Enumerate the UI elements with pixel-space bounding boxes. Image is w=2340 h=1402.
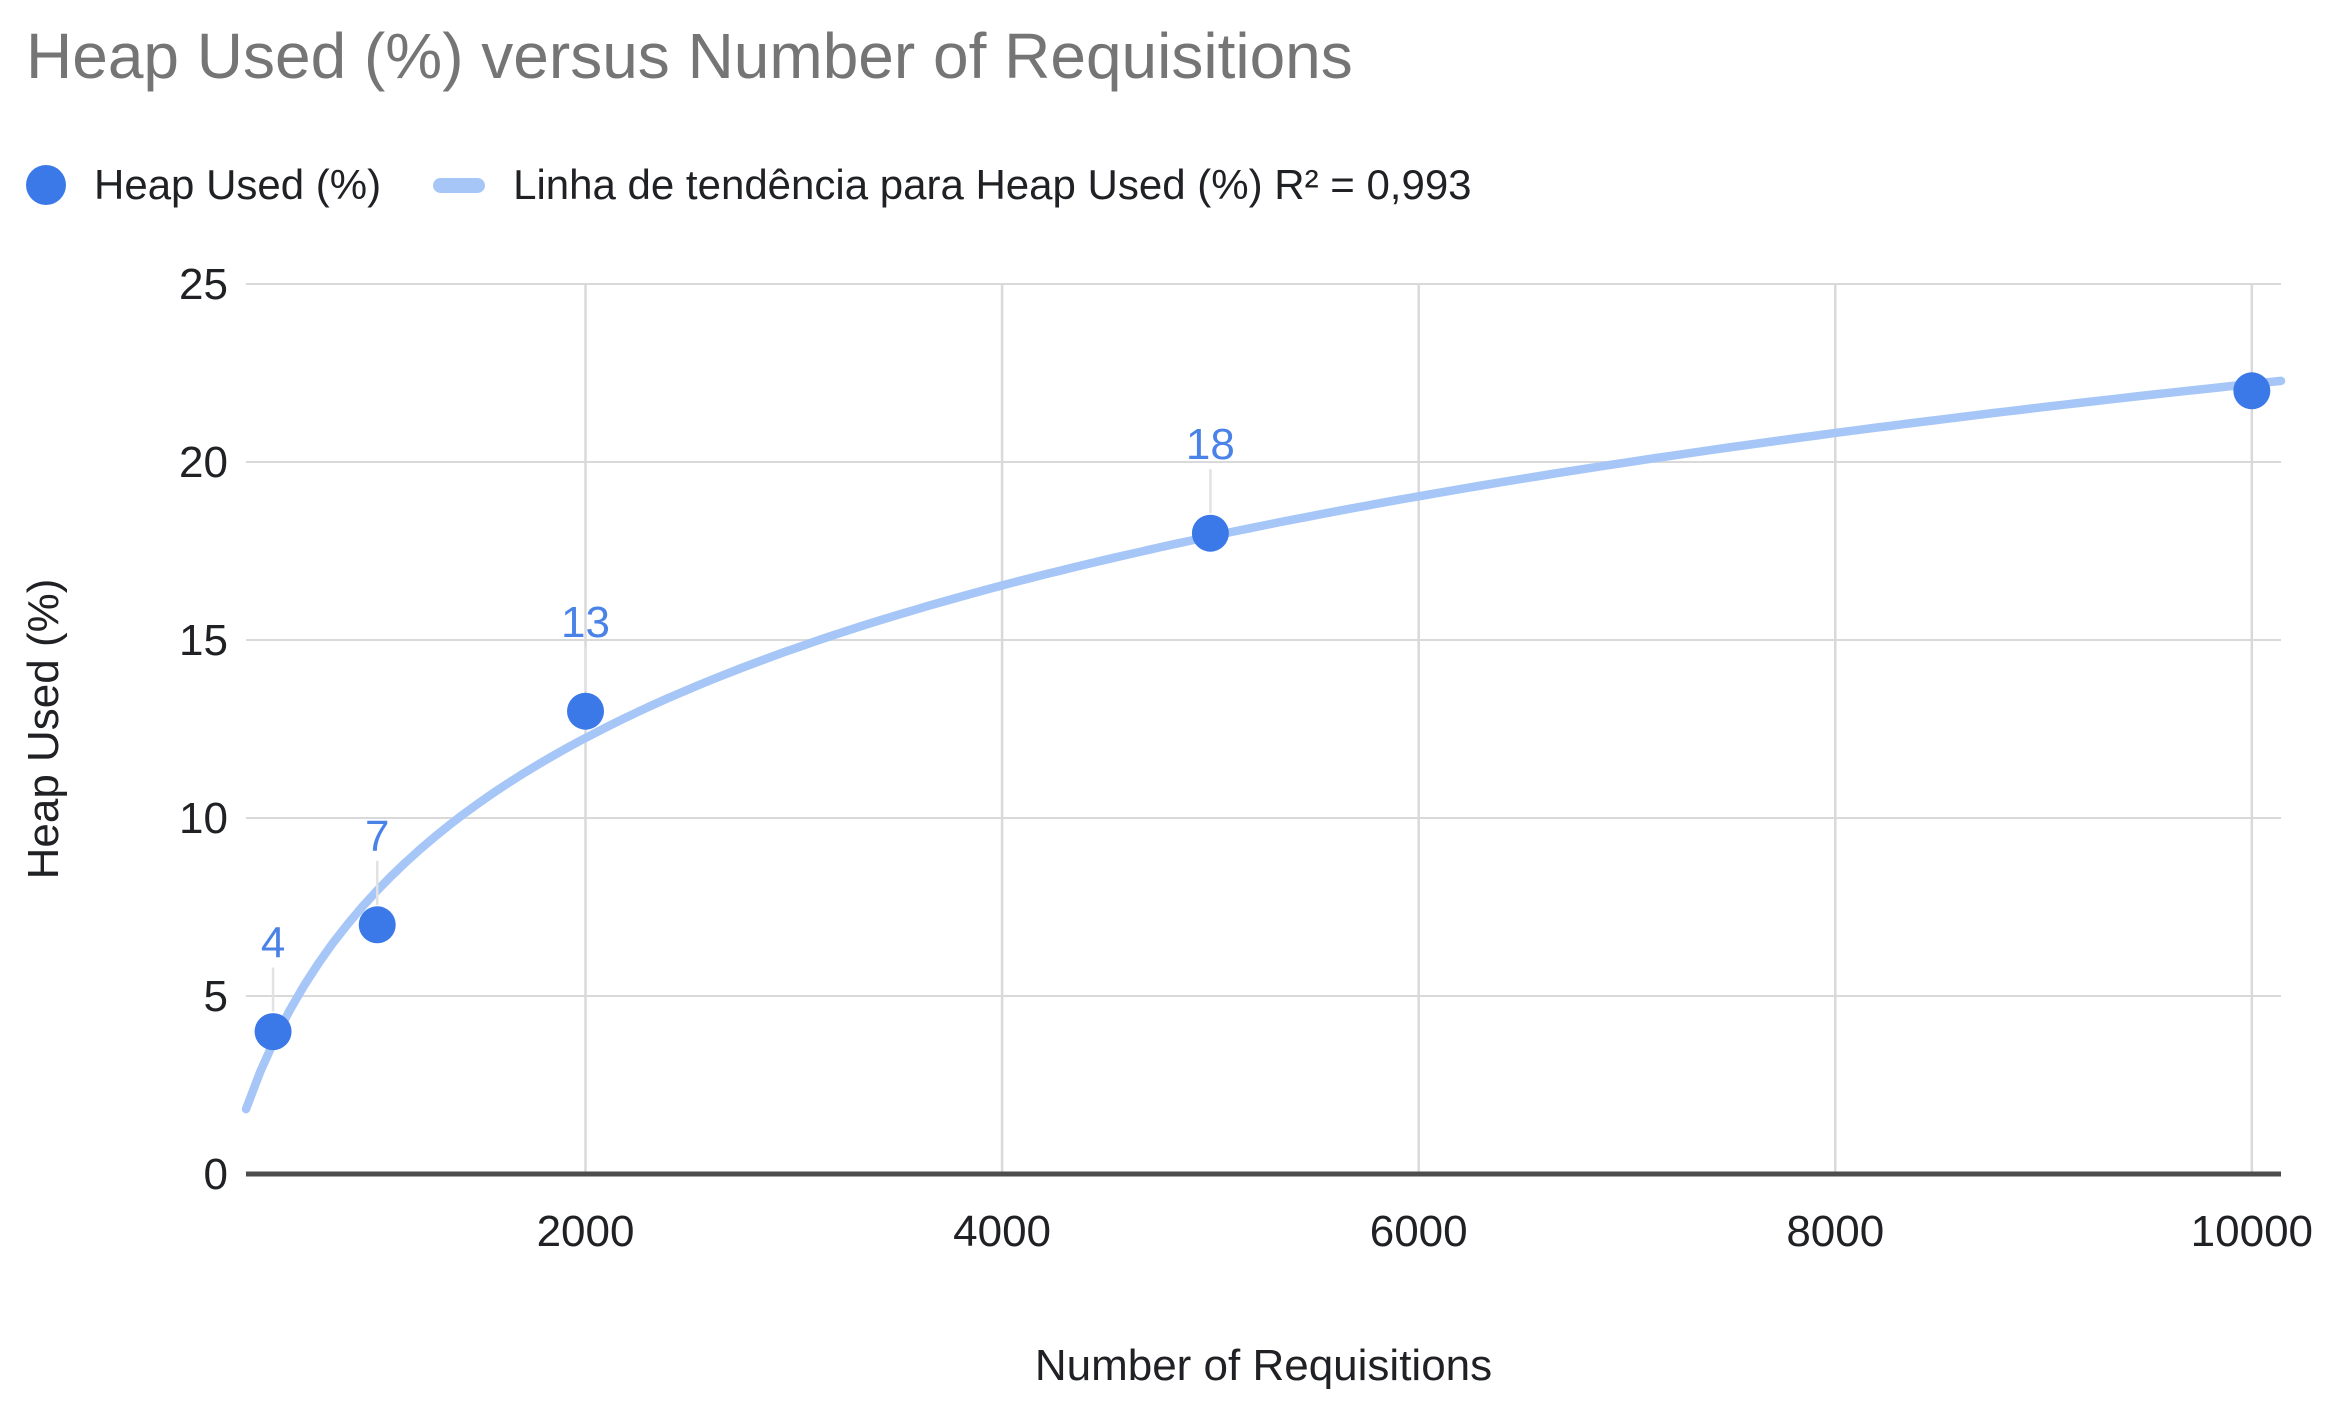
data-point	[1191, 514, 1229, 552]
data-point	[2233, 372, 2271, 410]
y-tick-label: 10	[179, 794, 228, 843]
x-tick-label: 2000	[537, 1207, 635, 1256]
data-point	[358, 906, 396, 944]
y-tick-label: 0	[204, 1150, 228, 1199]
data-point-label: 4	[261, 919, 285, 968]
y-tick-label: 5	[204, 972, 228, 1021]
data-point-label: 13	[561, 598, 610, 647]
chart-legend: Heap Used (%) Linha de tendência para He…	[26, 156, 1472, 214]
y-tick-label: 25	[179, 260, 228, 309]
y-tick-label: 15	[179, 616, 228, 665]
legend-item-series: Heap Used (%)	[26, 161, 381, 209]
x-tick-label: 6000	[1370, 1207, 1468, 1256]
series-point-icon	[26, 165, 66, 205]
x-axis-title: Number of Requisitions	[1035, 1341, 1492, 1390]
trendline	[241, 376, 2286, 1114]
legend-item-trendline: Linha de tendência para Heap Used (%) R²…	[433, 161, 1472, 209]
y-axis-title: Heap Used (%)	[19, 579, 68, 880]
data-point-label: 18	[1186, 420, 1235, 469]
x-tick-label: 8000	[1786, 1207, 1884, 1256]
x-tick-label: 10000	[2191, 1207, 2313, 1256]
chart-title: Heap Used (%) versus Number of Requisiti…	[26, 20, 1353, 92]
legend-series-label: Heap Used (%)	[94, 161, 382, 208]
x-tick-label: 4000	[953, 1207, 1051, 1256]
data-point	[254, 1013, 292, 1051]
trendline-swatch-icon	[433, 177, 486, 193]
data-point	[567, 692, 605, 730]
y-tick-label: 20	[179, 438, 228, 487]
legend-trendline-label: Linha de tendência para Heap Used (%) R²…	[513, 161, 1472, 208]
data-point-label: 7	[365, 812, 389, 861]
